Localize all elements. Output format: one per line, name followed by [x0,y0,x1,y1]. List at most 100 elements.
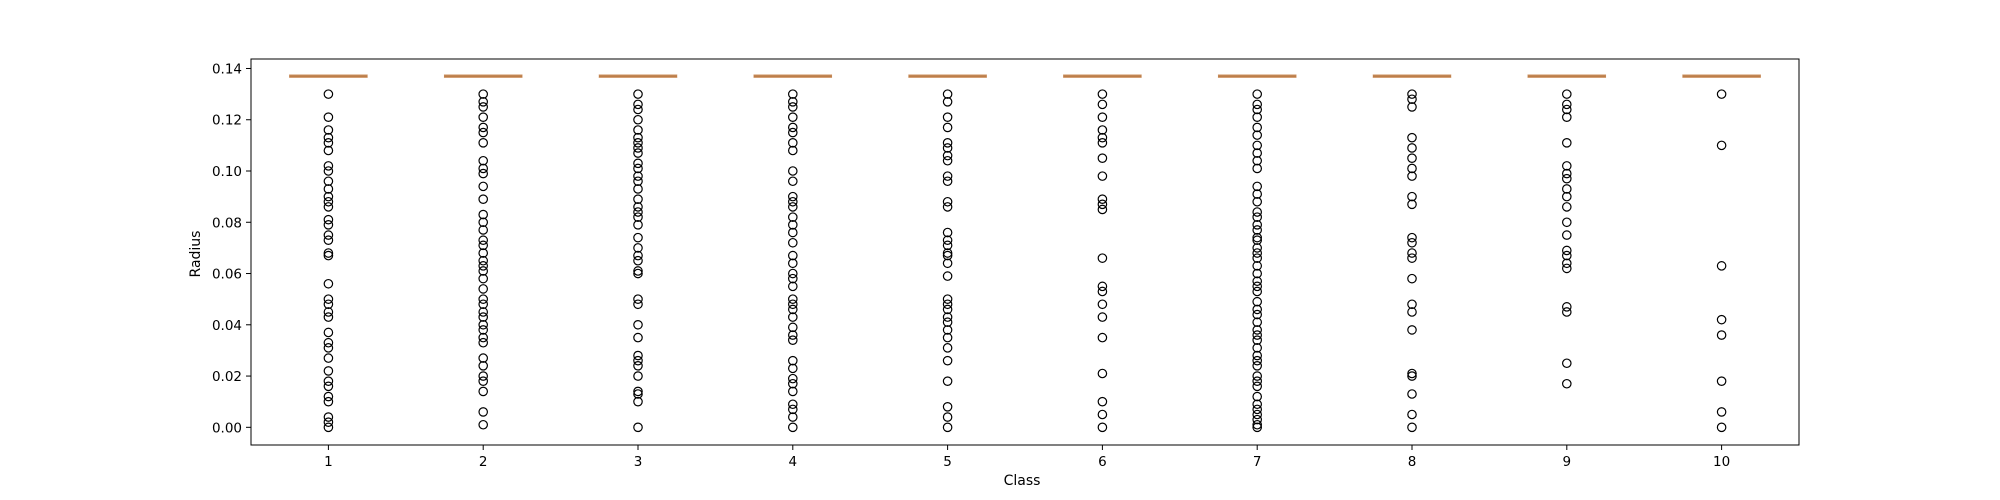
outlier-point [787,294,798,304]
outlier-point [323,381,334,392]
outlier-point [942,171,953,181]
outlier-point [942,271,953,281]
outlier-point [1252,304,1262,315]
outlier-point [1252,414,1262,425]
outlier-point [323,89,334,99]
outlier-point [478,235,488,246]
outlier-point [323,138,334,148]
box-group-class-8 [1372,74,1452,433]
y-tick-label: 0.10 [212,164,242,180]
outlier-point [1252,404,1262,415]
outlier-point [478,97,488,107]
outlier-point [1562,245,1572,256]
outlier-point [633,163,643,174]
outlier-point [942,97,953,107]
outlier-point [1252,225,1262,235]
outlier-point [1252,130,1262,140]
outlier-point [1252,220,1262,230]
outlier-point [1097,204,1108,215]
outlier-point [1562,250,1572,261]
outlier-point [787,112,798,122]
x-tick-label: 7 [1253,454,1262,470]
outlier-point [1097,368,1108,379]
outlier-point [1407,409,1417,420]
outlier-point [1407,163,1417,174]
outlier-point [1562,168,1572,179]
outlier-point [478,225,488,235]
outlier-point [787,250,798,261]
x-tick-label: 1 [324,454,333,470]
outlier-point [1097,409,1108,420]
outlier-point [1716,89,1727,99]
outlier-point [787,399,798,410]
outlier-point [633,422,643,433]
y-tick-label: 0.12 [212,113,242,129]
outlier-point [1252,281,1262,292]
outlier-point [323,376,334,386]
outlier-point [323,307,334,317]
outlier-point [323,299,334,310]
outlier-point [787,363,798,374]
outlier-point [1252,235,1262,246]
outlier-point [787,191,798,202]
outlier-point [323,230,334,240]
outlier-point [787,212,798,222]
outlier-point [942,343,953,353]
box-group-class-3 [598,74,678,433]
outlier-point [942,150,953,161]
outlier-point [1097,125,1108,135]
outlier-point [787,127,798,138]
outlier-point [1407,371,1417,381]
outlier-point [633,389,643,399]
outlier-point [787,304,798,315]
outlier-point [942,412,953,422]
outlier-point [478,112,488,122]
outlier-point [787,145,798,156]
outlier-point [1252,212,1262,222]
outlier-point [1716,314,1727,325]
outlier-point [323,327,334,338]
outlier-point [1562,161,1572,171]
outlier-point [1252,163,1262,174]
outlier-point [787,202,798,212]
plot-frame [250,58,1800,446]
outlier-point [1252,391,1262,402]
outlier-point [323,161,334,171]
outlier-point [1252,148,1262,158]
outlier-point [1716,261,1727,271]
y-tick-label: 0.04 [212,318,242,334]
outlier-point [787,322,798,333]
box-group-class-10 [1682,74,1761,433]
outlier-point [787,196,798,207]
outlier-point [942,258,953,269]
outlier-point [1252,371,1262,381]
outlier-point [323,112,334,122]
outlier-point [1562,307,1572,317]
outlier-point [323,366,334,376]
outlier-point [478,127,488,138]
outlier-point [1252,350,1262,361]
outlier-point [633,99,643,110]
outlier-point [1252,181,1262,192]
plot-area: 0.00 0.02 0.04 0.06 0.08 0.10 0.12 0.14 1 2 3 4 5 6 7 8… [212,58,1800,470]
outlier-point [1252,309,1262,320]
outlier-point [1252,343,1262,353]
outlier-point [1097,153,1108,163]
outlier-point [478,332,488,343]
outlier-point [1097,132,1108,143]
outlier-point [478,299,488,310]
outlier-point [633,138,643,148]
outlier-point [633,89,643,99]
outlier-point [942,304,953,315]
outlier-point [323,391,334,402]
outlier-point [323,248,334,258]
outlier-point [478,168,488,179]
outlier-point [1407,143,1417,153]
outlier-point [787,97,798,107]
outlier-point [633,294,643,304]
outlier-point [1407,307,1417,317]
x-axis-label: Class [1004,473,1041,489]
outlier-point [478,325,488,335]
outlier-point [633,212,643,222]
